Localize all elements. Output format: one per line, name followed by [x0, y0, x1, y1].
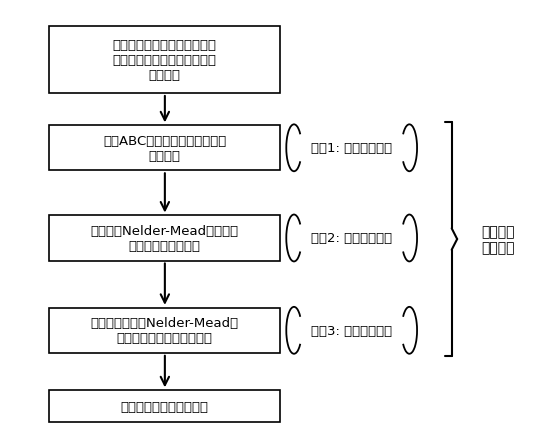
Text: 根据光伏阵列串联和并联的太
阳能电池数量，设置模型参数
搜索范围: 根据光伏阵列串联和并联的太 阳能电池数量，设置模型参数 搜索范围 — [113, 39, 217, 82]
Text: 采用多个Nelder-Mead单纯形算
法进行粗略局部搜索: 采用多个Nelder-Mead单纯形算 法进行粗略局部搜索 — [91, 224, 239, 253]
Text: 阶段2: 粗略局部搜索: 阶段2: 粗略局部搜索 — [311, 232, 392, 245]
Text: 阶段1: 粗略全局搜索: 阶段1: 粗略全局搜索 — [311, 142, 392, 155]
Text: 输出光伏模型的最优参数: 输出光伏模型的最优参数 — [121, 400, 209, 413]
FancyBboxPatch shape — [49, 27, 280, 94]
FancyBboxPatch shape — [49, 390, 280, 422]
FancyBboxPatch shape — [49, 216, 280, 261]
FancyBboxPatch shape — [49, 126, 280, 171]
Text: 三阶段鹰
搜索策略: 三阶段鹰 搜索策略 — [481, 224, 514, 255]
Text: 阶段3: 精细局部搜索: 阶段3: 精细局部搜索 — [311, 324, 392, 337]
Text: 采用ABC蜂群算法进行粗略全局
随机搜索: 采用ABC蜂群算法进行粗略全局 随机搜索 — [103, 135, 226, 162]
Text: 采用单个自适应Nelder-Mead单
纯形算法进行精细局部搜索: 采用单个自适应Nelder-Mead单 纯形算法进行精细局部搜索 — [91, 316, 239, 345]
FancyBboxPatch shape — [49, 308, 280, 353]
